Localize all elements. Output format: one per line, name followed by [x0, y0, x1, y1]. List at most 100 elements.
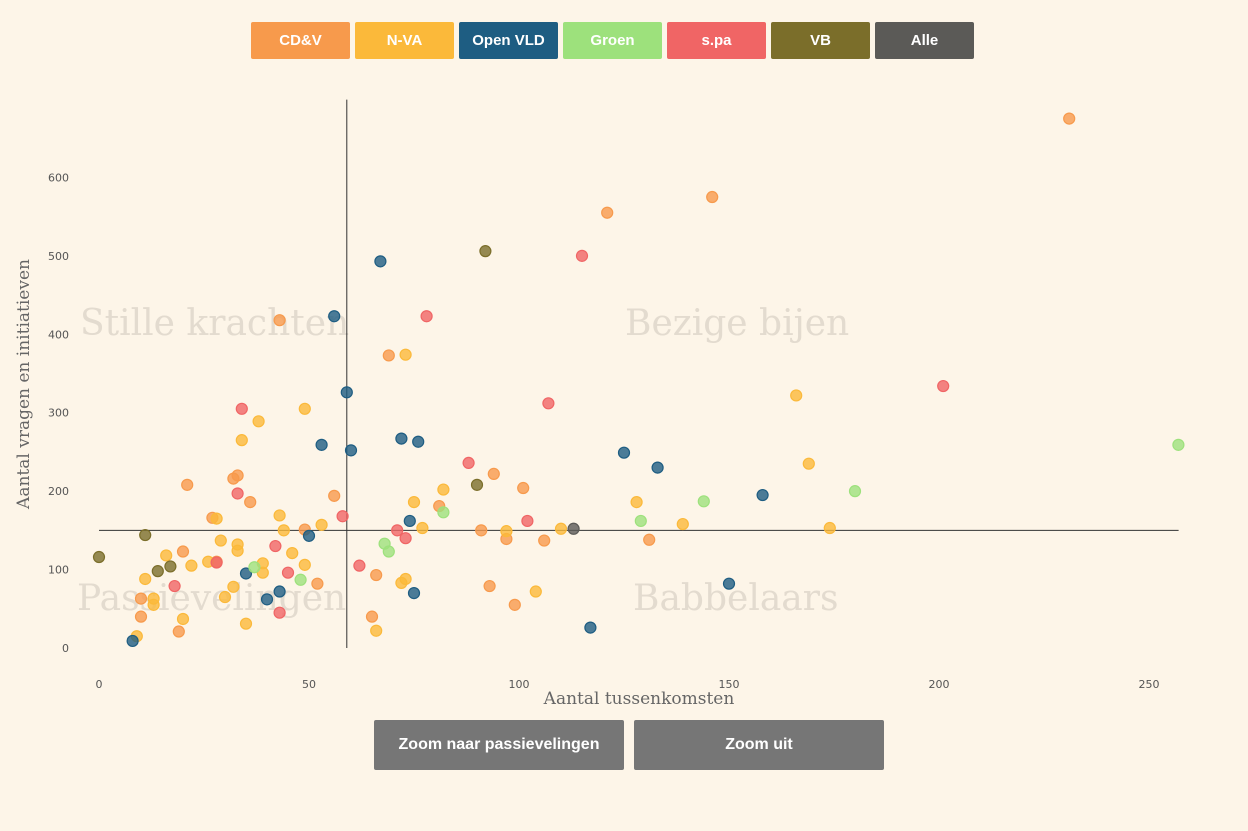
filter-nva-button[interactable]: N-VA [355, 22, 454, 59]
data-point[interactable] [1172, 438, 1185, 451]
data-point[interactable] [185, 559, 198, 572]
data-point[interactable] [790, 389, 803, 402]
data-point[interactable] [227, 472, 240, 485]
data-point[interactable] [370, 568, 383, 582]
filter-cdv-button[interactable]: CD&V [251, 22, 350, 59]
data-point[interactable] [227, 580, 240, 593]
data-point[interactable] [328, 310, 341, 323]
data-point[interactable] [210, 556, 223, 569]
data-point[interactable] [487, 467, 500, 480]
data-point[interactable] [508, 598, 521, 611]
data-point[interactable] [521, 514, 534, 528]
data-point[interactable] [181, 478, 194, 491]
data-point[interactable] [277, 524, 290, 537]
data-point[interactable] [382, 349, 395, 362]
data-point[interactable] [399, 532, 412, 545]
data-point[interactable] [248, 561, 261, 574]
data-point[interactable] [722, 577, 736, 590]
data-point[interactable] [302, 529, 316, 542]
data-point[interactable] [651, 461, 664, 474]
data-point[interactable] [823, 521, 836, 535]
data-point[interactable] [294, 573, 307, 586]
data-point[interactable] [160, 549, 173, 562]
data-point[interactable] [407, 496, 421, 509]
filter-groen-button[interactable]: Groen [563, 22, 662, 59]
data-point[interactable] [412, 435, 425, 448]
data-point[interactable] [298, 558, 311, 571]
data-point[interactable] [399, 348, 412, 361]
data-point[interactable] [239, 617, 253, 630]
zoom-out-button[interactable]: Zoom uit [634, 720, 884, 770]
data-point[interactable] [554, 522, 568, 535]
data-point[interactable] [634, 514, 647, 528]
data-point[interactable] [575, 249, 589, 262]
zoom-passievelingen-button[interactable]: Zoom naar passievelingen [374, 720, 624, 770]
data-point[interactable] [630, 496, 643, 509]
data-point[interactable] [168, 579, 181, 593]
data-point[interactable] [344, 444, 358, 457]
data-point[interactable] [706, 190, 719, 204]
data-point[interactable] [176, 612, 190, 626]
data-point[interactable] [126, 634, 139, 648]
data-point[interactable] [1063, 112, 1076, 125]
data-point[interactable] [500, 525, 513, 538]
data-point[interactable] [601, 206, 614, 219]
data-point[interactable] [676, 517, 689, 531]
filter-alle-button[interactable]: Alle [875, 22, 974, 59]
data-point[interactable] [210, 512, 223, 525]
data-point[interactable] [416, 521, 429, 535]
data-point[interactable] [542, 397, 555, 410]
data-point[interactable] [353, 559, 366, 572]
data-point[interactable] [134, 610, 148, 623]
data-point[interactable] [403, 514, 416, 528]
data-point[interactable] [139, 528, 152, 542]
data-point[interactable] [437, 506, 450, 519]
filter-vb-button[interactable]: VB [771, 22, 870, 59]
data-point[interactable] [281, 566, 295, 579]
data-point[interactable] [273, 509, 286, 522]
data-point[interactable] [529, 585, 542, 598]
data-point[interactable] [260, 593, 274, 606]
data-point[interactable] [269, 539, 282, 553]
data-point[interactable] [802, 457, 815, 470]
data-point[interactable] [315, 518, 328, 531]
data-point[interactable] [336, 510, 349, 523]
data-point[interactable] [235, 434, 248, 447]
data-point[interactable] [176, 545, 190, 558]
data-point[interactable] [365, 610, 379, 623]
data-point[interactable] [231, 487, 244, 500]
data-point[interactable] [256, 566, 269, 579]
data-point[interactable] [470, 478, 484, 491]
data-point[interactable] [315, 438, 328, 451]
data-point[interactable] [164, 560, 177, 573]
data-point[interactable] [340, 386, 353, 399]
data-point[interactable] [643, 533, 656, 546]
data-point[interactable] [134, 592, 148, 605]
data-point[interactable] [475, 524, 488, 537]
data-point[interactable] [139, 572, 152, 586]
data-point[interactable] [311, 577, 324, 590]
data-point[interactable] [617, 446, 631, 459]
data-point[interactable] [273, 606, 286, 619]
data-point[interactable] [239, 567, 253, 580]
data-point[interactable] [437, 483, 450, 496]
data-point[interactable] [244, 496, 257, 509]
data-point[interactable] [147, 598, 160, 611]
data-point[interactable] [214, 534, 227, 547]
data-point[interactable] [382, 545, 395, 558]
data-point[interactable] [231, 544, 244, 557]
data-point[interactable] [517, 481, 530, 495]
data-point[interactable] [252, 415, 265, 428]
data-point[interactable] [273, 585, 286, 598]
data-point[interactable] [407, 586, 421, 600]
data-point[interactable] [756, 488, 769, 502]
data-point[interactable] [328, 489, 341, 502]
data-point[interactable] [374, 255, 387, 268]
data-point[interactable] [218, 590, 232, 604]
data-point[interactable] [584, 621, 597, 634]
data-point[interactable] [399, 572, 412, 586]
data-point[interactable] [286, 546, 299, 560]
data-point[interactable] [235, 402, 248, 415]
data-point[interactable] [395, 432, 408, 445]
data-point[interactable] [479, 245, 492, 258]
